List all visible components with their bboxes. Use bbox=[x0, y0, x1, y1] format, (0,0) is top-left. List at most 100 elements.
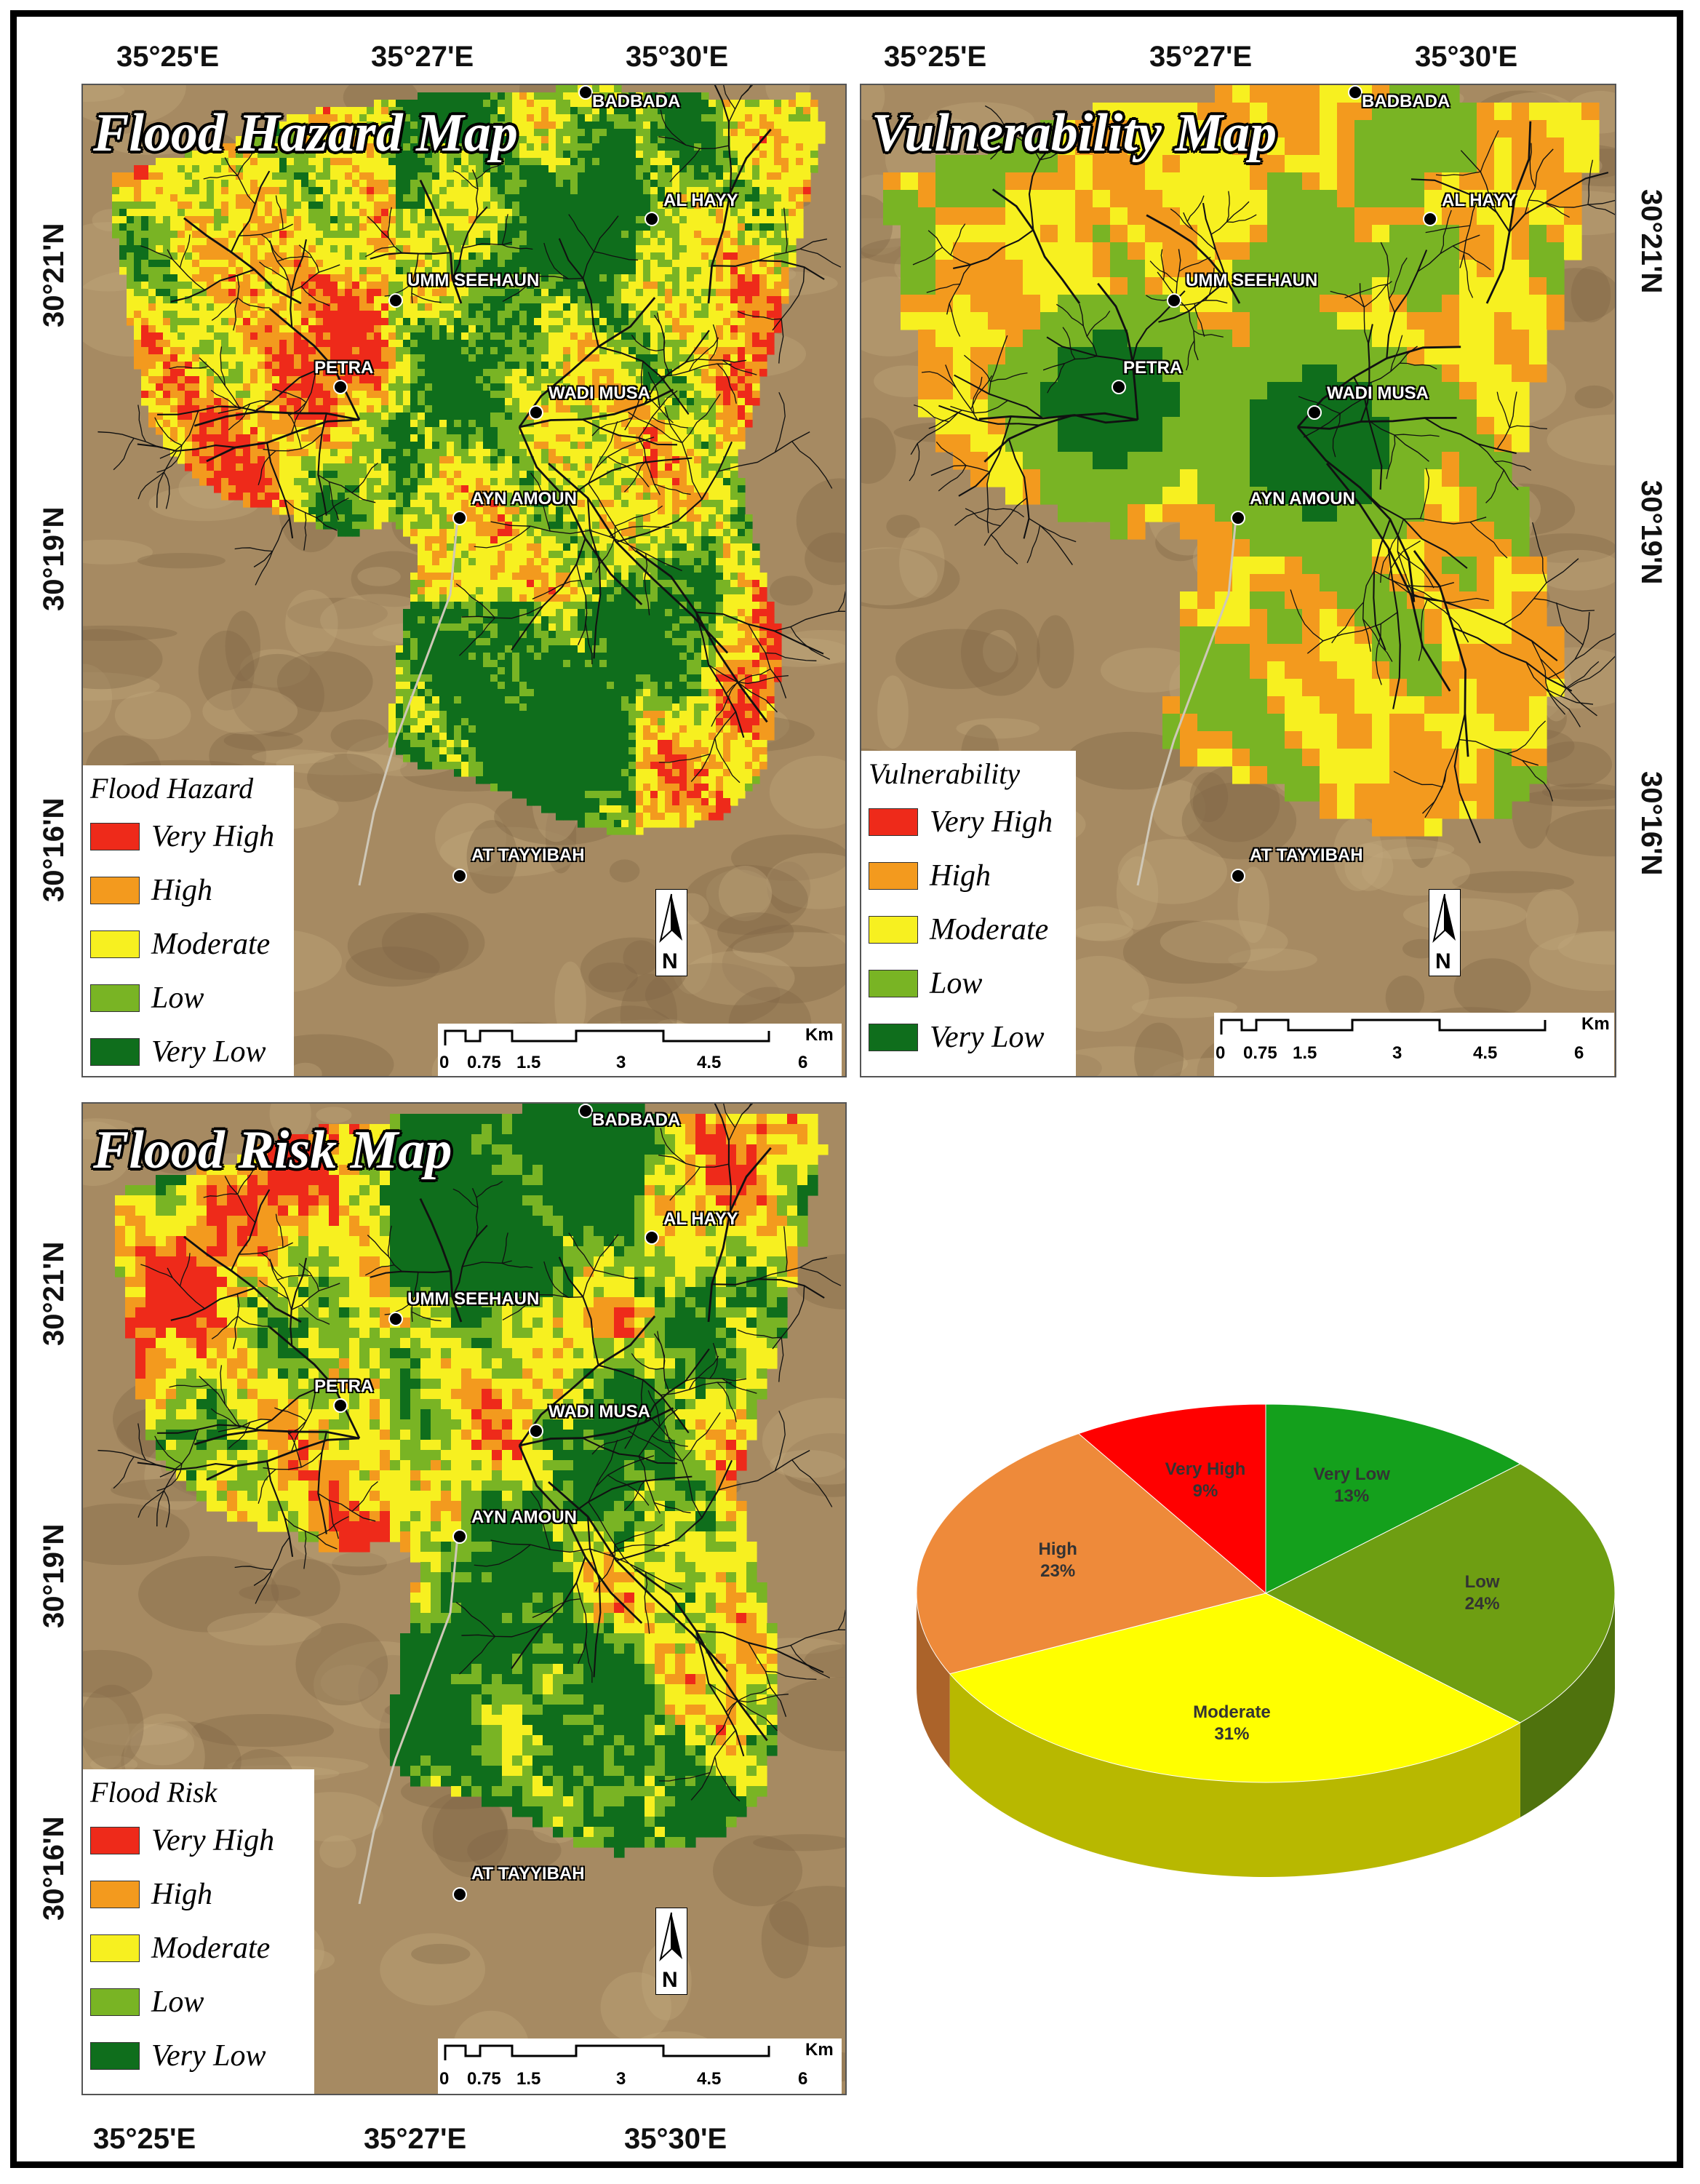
terrain-patch bbox=[83, 1118, 136, 1140]
place-label: WADI MUSA bbox=[548, 1402, 650, 1422]
terrain-patch bbox=[793, 1254, 845, 1310]
lon-label: 35°25'E bbox=[116, 41, 220, 73]
pie-slice-side bbox=[949, 1673, 1520, 1877]
road bbox=[358, 517, 459, 886]
terrain-patch bbox=[1557, 930, 1615, 965]
place-label: BADBADA bbox=[1362, 92, 1450, 111]
pie-value-label: 24% bbox=[1464, 1594, 1500, 1614]
terrain-patch bbox=[130, 1723, 195, 1766]
legend-item: Very Low bbox=[90, 1025, 287, 1076]
legend: Flood Hazard Very High High Moderate Low… bbox=[83, 765, 294, 1076]
place-label: AYN AMOUN bbox=[471, 489, 577, 509]
terrain-patch bbox=[645, 963, 781, 1027]
terrain-patch bbox=[1520, 789, 1615, 807]
terrain-patch bbox=[769, 1886, 845, 1948]
map-title: Vulnerability Map bbox=[871, 103, 1277, 163]
legend-label: Very Low bbox=[151, 2039, 266, 2073]
place-label: BADBADA bbox=[592, 1110, 681, 1130]
terrain-patch bbox=[804, 1644, 845, 1678]
place-label: BADBADA bbox=[592, 92, 681, 111]
terrain-patch bbox=[1134, 1022, 1184, 1076]
terrain-patch bbox=[1571, 266, 1611, 323]
terrain-patch bbox=[771, 1677, 845, 1752]
terrain-patch bbox=[83, 1121, 132, 1187]
legend-item: Very Low bbox=[869, 1011, 1069, 1064]
terrain-patch bbox=[1574, 385, 1614, 409]
terrain-patch bbox=[231, 653, 324, 737]
terrain-patch bbox=[223, 730, 303, 751]
north-arrow-icon: N bbox=[655, 889, 687, 976]
pie-slice-low bbox=[1264, 1463, 1616, 1723]
place-marker bbox=[452, 869, 467, 883]
place-marker bbox=[645, 1230, 659, 1245]
legend-item: Moderate bbox=[90, 917, 287, 971]
place-label: UMM SEEHAUN bbox=[1186, 271, 1318, 290]
terrain-patch bbox=[1357, 839, 1455, 860]
terrain-patch bbox=[89, 1755, 138, 1774]
scale-unit: Km bbox=[805, 1025, 834, 1045]
terrain-patch bbox=[380, 1933, 486, 2006]
pie-category-label: Moderate bbox=[1193, 1702, 1271, 1723]
scale-tick: 6 bbox=[798, 2069, 808, 2089]
terrain-patch bbox=[767, 861, 811, 914]
legend-swatch bbox=[869, 862, 918, 890]
terrain-patch bbox=[466, 820, 518, 894]
terrain-patch bbox=[276, 651, 373, 712]
place-label: PETRA bbox=[314, 358, 374, 378]
place-marker bbox=[1423, 212, 1437, 226]
scale-tick: 3 bbox=[1392, 1043, 1402, 1063]
drainage-network bbox=[97, 85, 845, 784]
lon-label: 35°27'E bbox=[364, 2123, 467, 2155]
terrain-patch bbox=[1075, 922, 1134, 941]
vulnerability-map: Vulnerability Map BADBADA AL HAYY UMM SE… bbox=[860, 84, 1616, 1077]
terrain-patch bbox=[1237, 866, 1269, 944]
legend-swatch bbox=[90, 930, 140, 958]
terrain-patch bbox=[285, 589, 338, 658]
scale-tick: 4.5 bbox=[697, 2069, 722, 2089]
scale-tick: 0.75 bbox=[1243, 1043, 1277, 1063]
terrain-patch bbox=[769, 755, 845, 829]
place-label: AYN AMOUN bbox=[471, 1507, 577, 1527]
terrain-patch bbox=[877, 675, 909, 749]
pie-category-label: High bbox=[1038, 1539, 1077, 1560]
terrain-patch bbox=[1160, 920, 1288, 964]
place-marker bbox=[1112, 380, 1126, 394]
terrain-patch bbox=[114, 691, 191, 740]
pie-label: Low 24% bbox=[1465, 1571, 1500, 1615]
terrain-patch bbox=[202, 688, 298, 735]
place-marker bbox=[578, 85, 593, 100]
terrain-patch bbox=[191, 1713, 334, 1747]
terrain-patch bbox=[861, 85, 885, 121]
terrain-patch bbox=[319, 1835, 356, 1868]
terrain-patch bbox=[1532, 741, 1613, 788]
legend-label: High bbox=[151, 1878, 212, 1911]
north-arrow-icon: N bbox=[1429, 889, 1461, 976]
place-marker bbox=[452, 1887, 467, 1902]
place-label: AT TAYYIBAH bbox=[471, 1864, 585, 1884]
terrain-patch bbox=[1541, 783, 1615, 801]
lat-label: 30°16'N bbox=[38, 1816, 70, 1921]
place-marker bbox=[529, 405, 543, 420]
lat-label: 30°19'N bbox=[38, 1523, 70, 1628]
terrain-patch bbox=[681, 951, 795, 1005]
place-marker bbox=[452, 511, 467, 525]
terrain-patch bbox=[706, 869, 773, 918]
pie-category-label: Low bbox=[1464, 1572, 1500, 1592]
terrain-patch bbox=[1333, 817, 1383, 891]
terrain-patch bbox=[307, 753, 386, 802]
place-label: AT TAYYIBAH bbox=[471, 845, 585, 865]
place-marker bbox=[529, 1424, 543, 1438]
lat-label: 30°19'N bbox=[1635, 480, 1667, 585]
place-marker bbox=[1231, 869, 1245, 883]
place-marker bbox=[333, 380, 348, 394]
legend-item: High bbox=[90, 1868, 307, 1921]
pie-label: Very Low 13% bbox=[1314, 1464, 1390, 1507]
terrain-patch bbox=[956, 718, 1040, 739]
terrain-patch bbox=[1116, 856, 1159, 930]
terrain-patch bbox=[1545, 809, 1615, 857]
terrain-patch bbox=[733, 932, 845, 967]
terrain-patch bbox=[927, 102, 1035, 141]
terrain-patch bbox=[239, 1584, 301, 1601]
legend-swatch bbox=[90, 1988, 140, 2016]
terrain-patch bbox=[805, 532, 845, 586]
